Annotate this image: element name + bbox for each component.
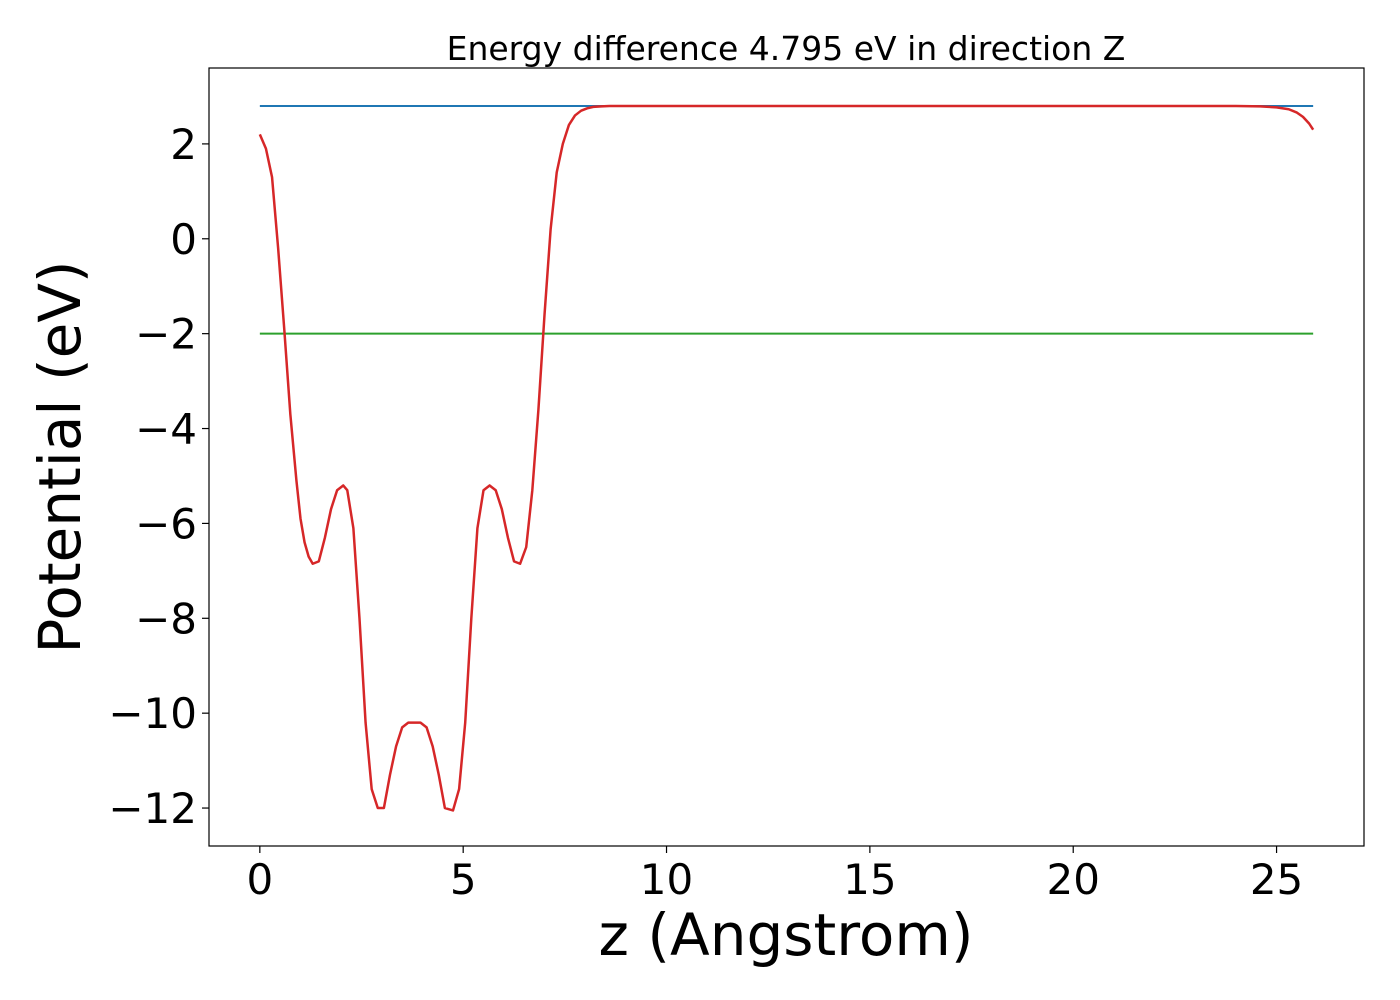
y-tick-label: −2 <box>135 310 197 359</box>
plot-area-frame <box>208 67 1365 847</box>
x-axis-ticks: 0 5 10 15 20 25 <box>246 846 1303 904</box>
series-lines <box>258 104 1315 812</box>
x-axis-label: z (Angstrom) <box>599 901 974 969</box>
y-tick-label: −4 <box>135 405 197 454</box>
y-axis-ticks: 2 0 −2 −4 −6 −8 −10 −12 <box>108 120 209 833</box>
x-tick-label: 25 <box>1250 855 1303 904</box>
y-tick-label: −12 <box>108 784 197 833</box>
x-tick-label: 15 <box>843 855 896 904</box>
y-tick-label: 0 <box>170 215 197 264</box>
y-tick-label: −8 <box>135 594 197 643</box>
y-tick-label: −6 <box>135 499 197 548</box>
x-tick-label: 10 <box>640 855 693 904</box>
y-tick-label: −10 <box>108 689 197 738</box>
y-tick-label: 2 <box>170 120 197 169</box>
y-axis-label: Potential (eV) <box>26 260 94 653</box>
x-tick-label: 5 <box>450 855 477 904</box>
x-tick-label: 20 <box>1046 855 1099 904</box>
potential-curve <box>258 104 1315 812</box>
x-tick-label: 0 <box>246 855 273 904</box>
chart-title: Energy difference 4.795 eV in direction … <box>447 29 1126 68</box>
